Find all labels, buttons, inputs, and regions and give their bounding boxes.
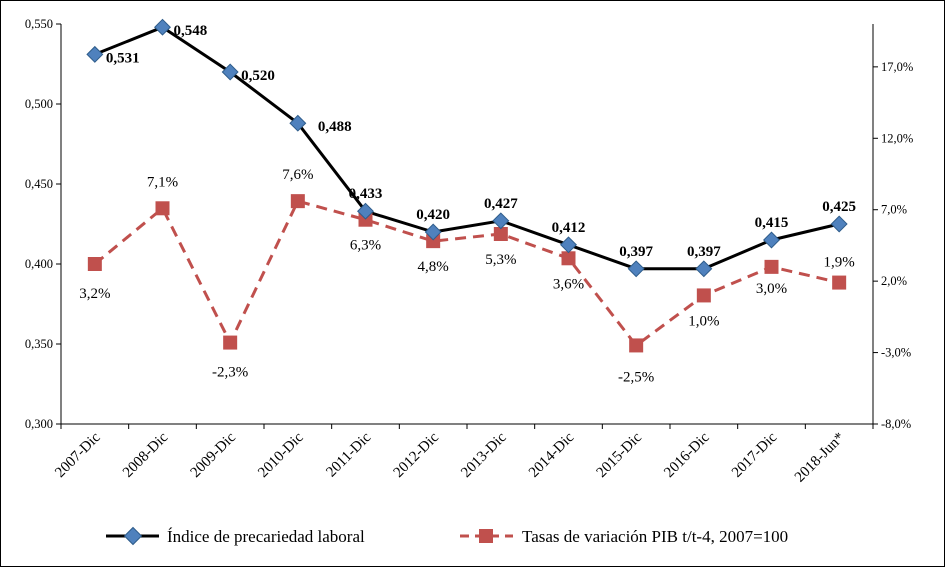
series-precariedad-point <box>221 63 239 81</box>
series-pib-point <box>290 194 305 209</box>
series-precariedad-point <box>560 236 577 254</box>
data-label-precariedad: 0,531 <box>106 50 140 66</box>
x-tick-label: 2008-Dic <box>120 429 172 481</box>
data-label-precariedad: 0,427 <box>484 196 518 212</box>
data-label-pib: -2,5% <box>618 369 654 385</box>
series-pib-point <box>561 251 576 266</box>
series-precariedad-point <box>695 260 713 278</box>
y-left-tick-label: 0,450 <box>25 177 53 191</box>
series-pib-point <box>493 227 508 241</box>
y-left-tick-label: 0,400 <box>25 257 53 271</box>
legend-marker-pib <box>479 529 493 543</box>
data-label-pib: -2,3% <box>212 365 248 381</box>
series-precariedad-point <box>289 114 307 132</box>
x-tick-label: 2013-Dic <box>458 429 510 481</box>
y-left-tick-label: 0,500 <box>25 97 53 111</box>
series-pib-point <box>358 212 373 227</box>
series-precariedad-point <box>492 212 510 230</box>
data-label-pib: 7,1% <box>147 174 178 190</box>
legend-marker-precariedad <box>123 526 143 546</box>
data-label-precariedad: 0,415 <box>755 215 789 231</box>
x-tick-label: 2014-Dic <box>526 429 578 481</box>
data-label-pib: 7,6% <box>282 167 313 183</box>
y-right-tick-label: 2,0% <box>881 274 907 288</box>
series-pib-point <box>155 201 170 216</box>
x-tick-label: 2007-Dic <box>52 429 104 481</box>
y-right-tick-label: 12,0% <box>881 131 913 145</box>
series-pib-point <box>764 259 779 274</box>
data-label-precariedad: 0,397 <box>619 244 653 260</box>
series-precariedad-point <box>627 260 645 278</box>
series-precariedad-point <box>357 202 374 220</box>
x-tick-label: 2015-Dic <box>594 429 646 481</box>
x-tick-label: 2011-Dic <box>323 429 374 480</box>
y-left-tick-label: 0,300 <box>25 417 53 431</box>
series-pib-point <box>629 338 644 353</box>
series-pib-point <box>223 335 238 350</box>
data-label-pib: 5,3% <box>485 252 516 268</box>
data-label-precariedad: 0,412 <box>552 220 586 236</box>
y-right-tick-label: 17,0% <box>881 60 913 74</box>
data-label-precariedad: 0,520 <box>241 68 275 84</box>
x-tick-label: 2009-Dic <box>188 429 240 481</box>
y-left-tick-label: 0,550 <box>25 17 53 31</box>
axes-layer: 0,300 0,350 0,400 0,450 0,500 0,550 -8,0% -3,0%… <box>25 17 913 486</box>
data-label-precariedad: 0,488 <box>318 119 352 135</box>
data-label-precariedad: 0,433 <box>349 186 383 202</box>
series-pib-point <box>87 257 102 271</box>
data-label-precariedad: 0,548 <box>174 23 208 39</box>
series-precariedad-point <box>424 223 442 241</box>
series-pib-point <box>832 275 847 290</box>
series-pib-point <box>696 288 711 303</box>
series-precariedad-point <box>86 45 104 63</box>
x-tick-label: 2017-Dic <box>729 429 781 481</box>
data-label-precariedad: 0,425 <box>822 199 856 215</box>
data-label-pib: 6,3% <box>350 238 381 254</box>
series-pib-line <box>93 199 840 347</box>
series-layer <box>86 18 848 353</box>
y-left-tick-label: 0,350 <box>25 337 53 351</box>
y-right-tick-label: 7,0% <box>881 203 907 217</box>
x-tick-label: 2016-Dic <box>661 429 713 481</box>
data-label-pib: 1,0% <box>688 313 719 329</box>
series-precariedad-line <box>94 25 840 271</box>
data-label-precariedad: 0,420 <box>416 207 450 223</box>
data-label-pib: 3,0% <box>756 281 787 297</box>
data-label-pib: 4,8% <box>418 259 449 275</box>
legend-label-precariedad: Índice de precariedad laboral <box>167 527 365 546</box>
series-precariedad-point <box>154 18 171 36</box>
data-label-pib: 3,6% <box>553 276 584 292</box>
data-label-pib: 3,2% <box>79 286 110 302</box>
series-precariedad-point <box>763 231 780 249</box>
y-right-tick-label: -8,0% <box>881 417 911 431</box>
series-precariedad-point <box>830 215 848 233</box>
y-right-tick-label: -3,0% <box>881 346 911 360</box>
data-labels-layer: 0,531 0,548 0,520 0,488 0,433 0,420 0,427 0,412… <box>79 23 856 385</box>
series-pib-point <box>426 234 441 249</box>
data-label-precariedad: 0,397 <box>687 244 721 260</box>
x-tick-label: 2018-Jun* <box>792 430 848 486</box>
x-tick-label: 2012-Dic <box>391 429 443 481</box>
legend: Índice de precariedad laboral Tasas de v… <box>106 526 788 546</box>
x-tick-label: 2010-Dic <box>255 429 307 481</box>
data-label-pib: 1,9% <box>824 255 855 271</box>
legend-label-pib: Tasas de variación PIB t/t-4, 2007=100 <box>522 527 788 546</box>
